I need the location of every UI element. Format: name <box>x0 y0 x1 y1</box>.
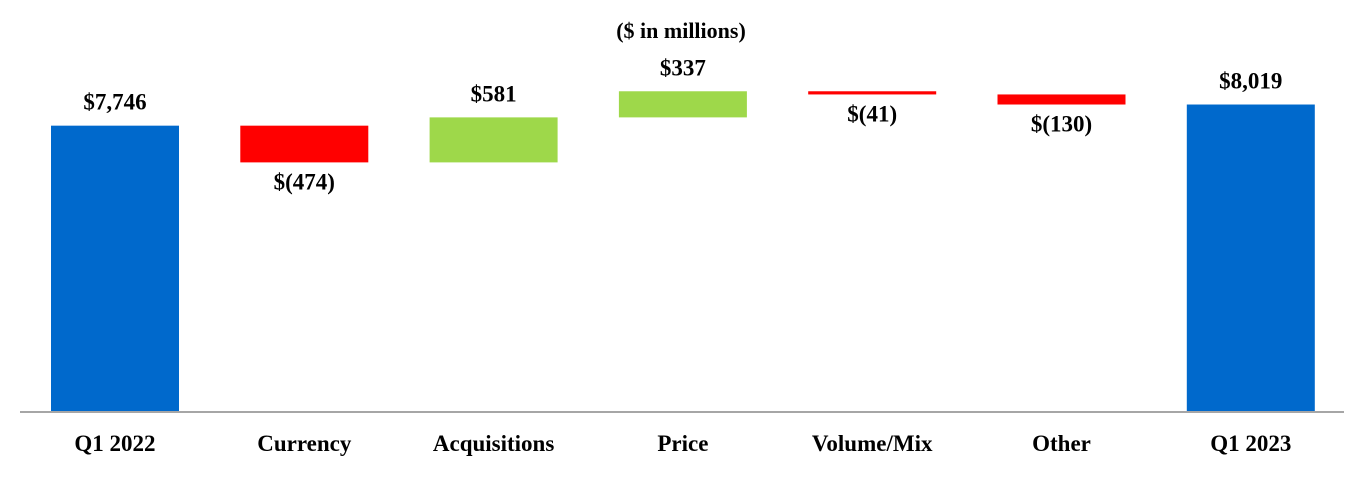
category-labels-layer: Q1 2022 Currency Acquisitions Price Volume/M… <box>74 431 1291 456</box>
bar-volume-mix <box>808 91 937 95</box>
value-label-currency: $(474) <box>274 169 335 194</box>
value-label-other: $(130) <box>1031 112 1092 137</box>
bar-currency <box>240 125 369 163</box>
value-label-volume-mix: $(41) <box>847 101 897 126</box>
value-labels-layer: $7,746 $(474) $581 $337 $(41) $(130) $8,019 <box>83 55 1282 194</box>
value-label-q1-2023: $8,019 <box>1219 69 1282 94</box>
value-label-acquisitions: $581 <box>471 81 517 106</box>
bar-acquisitions <box>429 117 558 163</box>
bar-other <box>997 94 1126 105</box>
chart-subtitle: ($ in millions) <box>616 18 746 43</box>
bar-price <box>618 91 747 118</box>
value-label-price: $337 <box>660 55 706 80</box>
category-label-price: Price <box>657 431 708 456</box>
category-label-acquisitions: Acquisitions <box>433 431 554 456</box>
bars-layer <box>51 91 1315 413</box>
bar-q1-2023 <box>1186 104 1315 413</box>
value-label-q1-2022: $7,746 <box>83 90 146 115</box>
category-label-q1-2023: Q1 2023 <box>1210 431 1291 456</box>
category-label-other: Other <box>1032 431 1091 456</box>
bar-q1-2022 <box>51 125 179 413</box>
category-label-q1-2022: Q1 2022 <box>74 431 155 456</box>
category-label-currency: Currency <box>257 431 352 456</box>
category-label-volume-mix: Volume/Mix <box>812 431 933 456</box>
